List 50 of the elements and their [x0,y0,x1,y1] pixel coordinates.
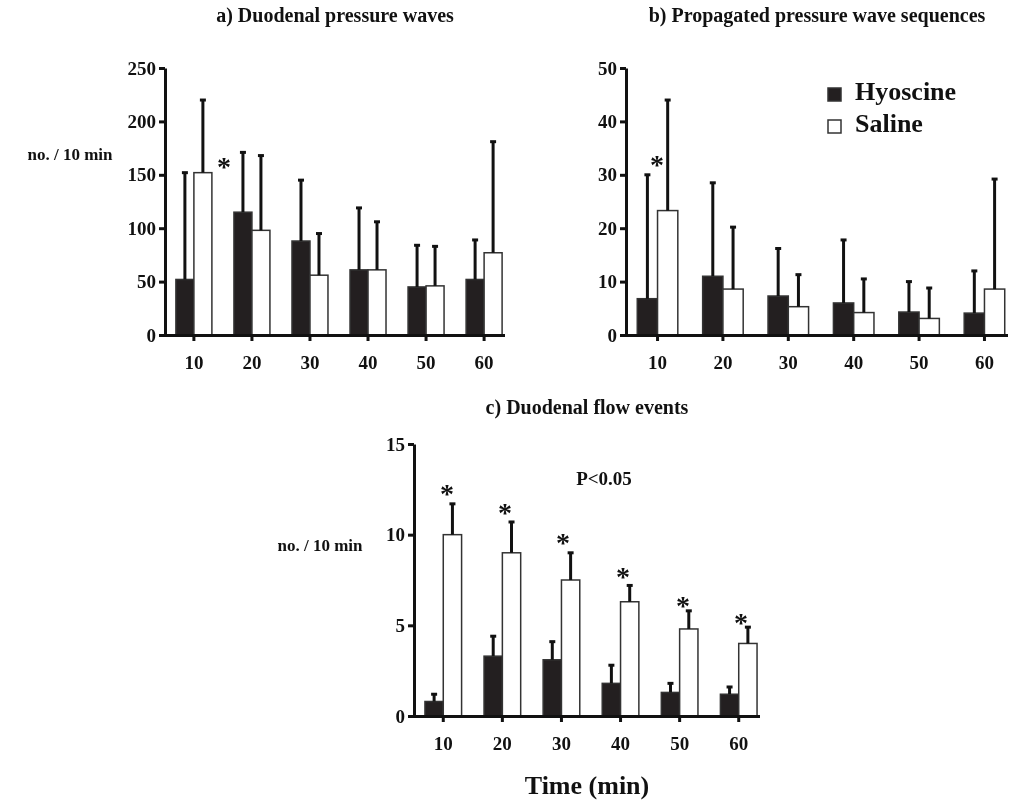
y-tick-label: 100 [127,217,156,239]
y-tick-label: 10 [386,524,405,546]
annotation: P<0.05 [576,468,632,489]
x-axis-title: Time (min) [524,771,650,800]
x-tick-label: 20 [713,351,733,373]
x-tick-label: 10 [433,732,453,754]
x-tick-label: 60 [474,351,494,373]
annotation: * [217,151,231,182]
y-tick-label: 0 [607,324,617,346]
annotation: * [650,149,664,180]
x-tick-label: 30 [300,351,320,373]
annotation: * [440,478,454,509]
legend-label: Saline [855,109,923,138]
legend-label: Hyoscine [855,77,957,106]
y-axis-title: no. / 10 min [277,536,364,555]
x-tick-label: 50 [416,351,436,373]
y-tick-label: 20 [598,217,617,239]
annotation: * [498,497,512,528]
annotation: * [616,561,630,592]
y-tick-label: 50 [137,271,156,293]
y-tick-label: 0 [395,705,405,727]
x-tick-label: 10 [184,351,204,373]
y-tick-label: 40 [598,110,617,132]
y-tick-label: 15 [386,433,405,455]
x-tick-label: 50 [909,351,929,373]
x-tick-label: 10 [648,351,668,373]
chart-title: b) Propagated pressure wave sequences [648,4,986,27]
annotation: * [676,590,690,621]
x-tick-label: 30 [551,732,571,754]
y-tick-label: 10 [598,271,617,293]
chart-title: c) Duodenal flow events [485,396,689,419]
x-tick-label: 30 [778,351,798,373]
annotation: * [734,607,748,638]
x-tick-label: 20 [242,351,262,373]
y-tick-label: 5 [395,614,405,636]
y-axis-title: no. / 10 min [27,145,114,164]
y-tick-label: 150 [127,164,156,186]
chart-title: a) Duodenal pressure waves [216,4,455,27]
x-tick-label: 20 [492,732,512,754]
y-tick-label: 50 [598,57,617,79]
x-tick-label: 50 [670,732,690,754]
annotation: * [556,527,570,558]
y-tick-label: 0 [146,324,156,346]
x-tick-label: 40 [844,351,864,373]
y-tick-label: 200 [127,110,156,132]
x-tick-label: 60 [974,351,994,373]
y-tick-label: 30 [598,164,617,186]
x-tick-label: 40 [358,351,378,373]
x-tick-label: 60 [729,732,749,754]
y-tick-label: 250 [127,57,156,79]
